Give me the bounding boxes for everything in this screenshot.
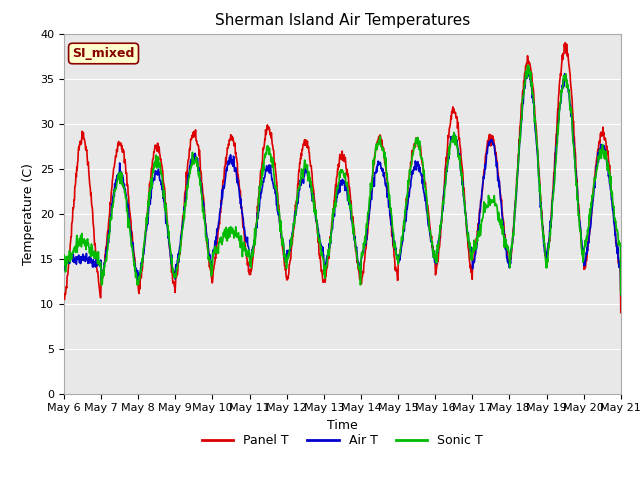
Panel T xyxy=(170,283,178,289)
Air T xyxy=(551,166,559,172)
Air T xyxy=(170,271,178,277)
Sonic T xyxy=(502,241,509,247)
Sonic T xyxy=(170,275,178,281)
Sonic T xyxy=(525,62,532,68)
Air T xyxy=(524,67,532,72)
Panel T xyxy=(617,310,625,315)
Legend: Panel T, Air T, Sonic T: Panel T, Air T, Sonic T xyxy=(196,429,488,452)
Sonic T xyxy=(617,292,625,298)
Line: Sonic T: Sonic T xyxy=(64,65,621,295)
Sonic T xyxy=(60,252,68,258)
Line: Panel T: Panel T xyxy=(64,43,621,312)
Text: SI_mixed: SI_mixed xyxy=(72,47,135,60)
Sonic T xyxy=(551,168,559,174)
Air T xyxy=(60,267,68,273)
Sonic T xyxy=(246,262,254,267)
X-axis label: Time: Time xyxy=(327,419,358,432)
Air T xyxy=(246,254,254,260)
Panel T xyxy=(184,159,191,165)
Sonic T xyxy=(184,185,191,191)
Panel T xyxy=(502,239,509,244)
Panel T xyxy=(60,292,68,298)
Panel T xyxy=(246,270,254,276)
Panel T xyxy=(561,40,569,46)
Air T xyxy=(502,246,509,252)
Air T xyxy=(617,292,625,298)
Y-axis label: Temperature (C): Temperature (C) xyxy=(22,163,35,264)
Sonic T xyxy=(429,249,436,254)
Air T xyxy=(429,249,436,255)
Air T xyxy=(184,173,191,179)
Panel T xyxy=(429,243,436,249)
Title: Sherman Island Air Temperatures: Sherman Island Air Temperatures xyxy=(215,13,470,28)
Panel T xyxy=(551,160,559,166)
Line: Air T: Air T xyxy=(64,70,621,295)
